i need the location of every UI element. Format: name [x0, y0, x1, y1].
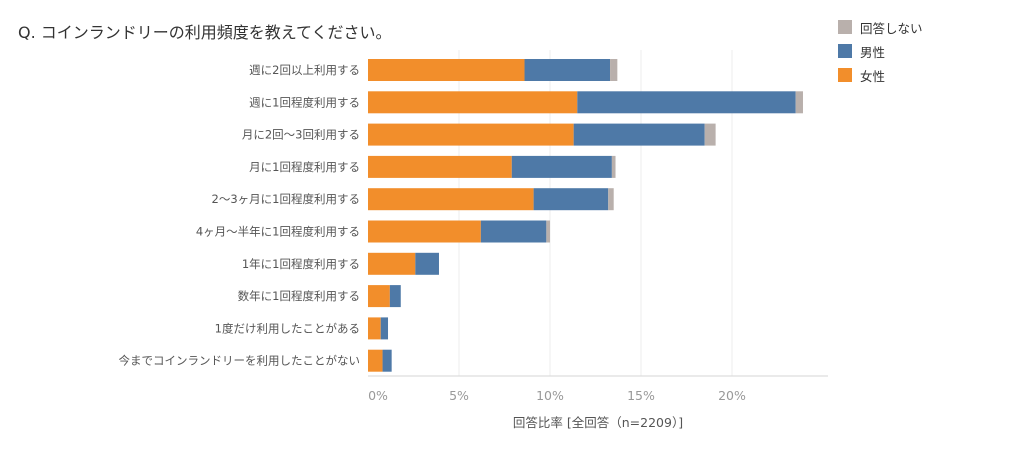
legend-swatch-no-answer — [838, 20, 852, 34]
chart-title: Q. コインランドリーの利用頻度を教えてください。 — [18, 23, 392, 42]
legend-label-no-answer: 回答しない — [860, 20, 923, 36]
x-tick-label: 10% — [536, 388, 564, 403]
legend: 回答しない 男性 女性 — [838, 15, 923, 87]
bar-segment-no-answer — [546, 220, 550, 243]
bar-segment-female — [368, 317, 381, 340]
legend-swatch-male — [838, 44, 852, 58]
bar-segment-male — [415, 252, 439, 275]
bar-segment-no-answer — [610, 59, 618, 81]
x-tick-label: 20% — [718, 388, 746, 403]
bar-segment-female — [368, 155, 512, 178]
bar-segment-female — [368, 123, 574, 146]
category-label: 1年に1回程度利用する — [242, 257, 360, 271]
category-label: 週に2回以上利用する — [249, 63, 360, 77]
legend-item-female[interactable]: 女性 — [838, 63, 923, 87]
legend-item-no-answer[interactable]: 回答しない — [838, 15, 923, 39]
x-tick-label: 0% — [368, 388, 388, 403]
bar-segment-female — [368, 220, 481, 243]
bar-segment-female — [368, 59, 525, 81]
bar-segment-male — [480, 220, 547, 243]
legend-swatch-female — [838, 68, 852, 82]
category-label: 数年に1回程度利用する — [238, 289, 360, 303]
bar-segment-male — [511, 155, 612, 178]
bar-segment-no-answer — [611, 155, 616, 178]
bar-segment-female — [368, 285, 390, 308]
category-label: 2～3ヶ月に1回程度利用する — [212, 192, 360, 206]
bar-segment-no-answer — [608, 188, 614, 211]
bar-segment-female — [368, 252, 416, 275]
bar-segment-female — [368, 188, 534, 211]
bar-segment-no-answer — [795, 91, 803, 114]
legend-label-female: 女性 — [860, 68, 886, 84]
category-label: 今までコインランドリーを利用したことがない — [119, 354, 361, 368]
bar-segment-male — [533, 188, 609, 211]
legend-item-male[interactable]: 男性 — [838, 39, 923, 63]
category-label: 週に1回程度利用する — [249, 95, 360, 109]
bar-segment-male — [524, 59, 611, 81]
x-tick-label: 15% — [627, 388, 655, 403]
bar-segment-male — [380, 317, 389, 340]
x-axis-title: 回答比率 [全回答（n=2209）] — [513, 415, 683, 430]
category-label: 1度だけ利用したことがある — [215, 321, 360, 335]
bar-segment-female — [368, 91, 578, 114]
category-label: 月に2回～3回利用する — [242, 128, 360, 142]
legend-label-male: 男性 — [860, 44, 886, 60]
bar-segment-no-answer — [704, 123, 716, 146]
x-tick-label: 5% — [449, 388, 469, 403]
category-label: 4ヶ月～半年に1回程度利用する — [196, 225, 360, 239]
bar-segment-male — [577, 91, 796, 114]
category-label: 月に1回程度利用する — [249, 160, 360, 174]
bar-segment-male — [382, 349, 392, 372]
bar-segment-female — [368, 349, 383, 372]
bar-segment-male — [389, 285, 401, 308]
bar-segment-male — [573, 123, 705, 146]
